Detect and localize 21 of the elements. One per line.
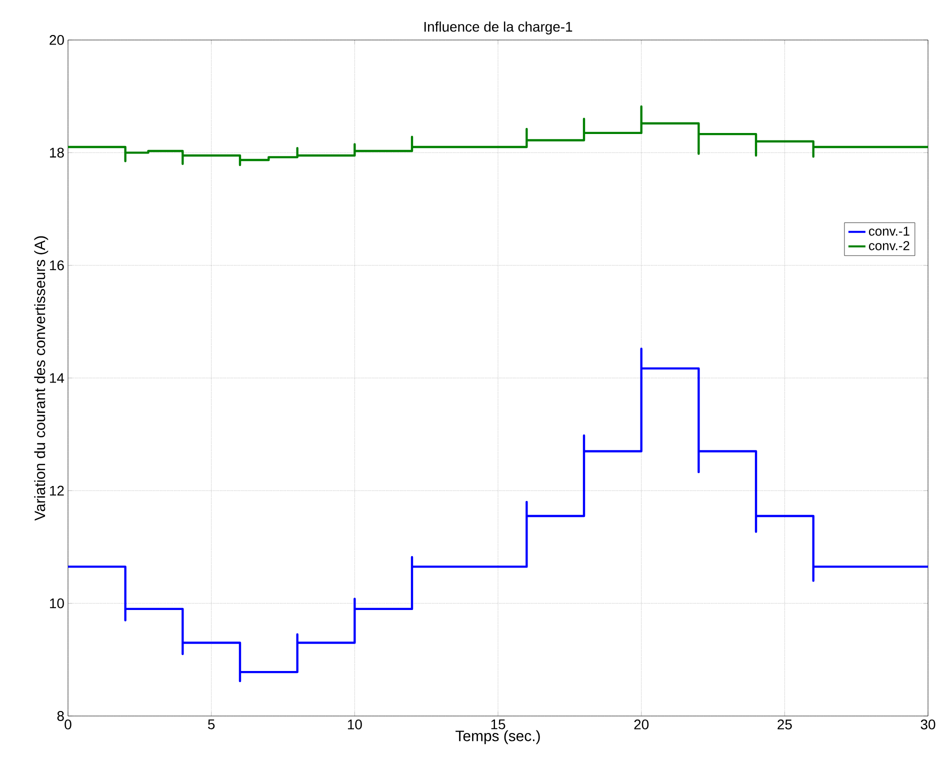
line-series [68,105,928,166]
line-series [68,348,928,682]
x-tick-label: 15 [491,720,506,730]
x-tick-label: 10 [348,720,362,730]
x-tick-label: 5 [208,720,215,730]
y-tick-label: 18 [50,148,64,158]
x-tick-label: 25 [778,720,792,730]
y-tick-label: 16 [50,260,64,270]
x-axis-title: Temps (sec.) [456,730,540,744]
x-tick-label: 0 [64,720,72,730]
y-tick-label: 10 [50,598,64,608]
y-axis-title: Variation du courant des convertisseurs (A) [34,236,48,521]
legend-label: conv.-2 [868,241,910,250]
chart-title: Influence de la charge-1 [424,21,572,34]
y-tick-label: 20 [50,35,64,45]
x-tick-label: 30 [920,720,936,730]
y-tick-label: 8 [57,711,64,721]
legend-label: conv.-1 [868,226,910,236]
x-tick-label: 20 [634,720,649,730]
y-tick-label: 14 [50,373,64,383]
y-tick-label: 12 [50,486,64,496]
